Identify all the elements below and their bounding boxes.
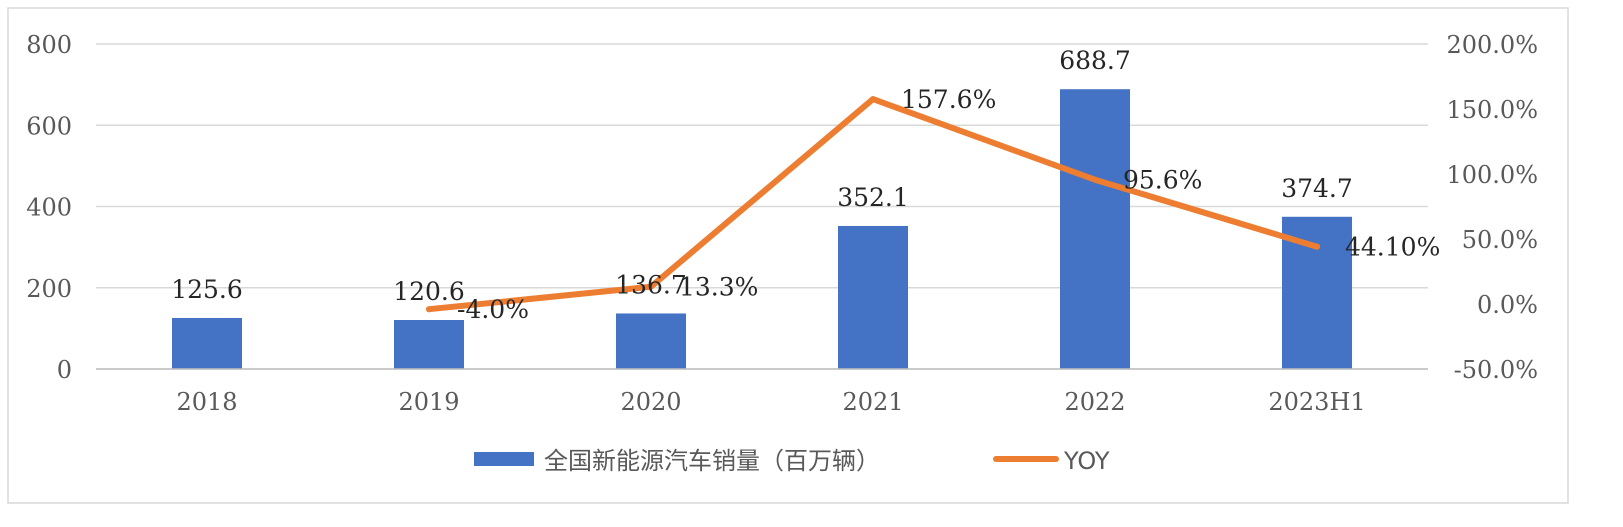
yoy-value-label: 44.10% [1345,233,1440,262]
x-tick-label: 2018 [176,388,237,416]
yoy-point-2020 [648,283,654,290]
x-tick-label: 2021 [842,388,903,416]
y-tick-label: 400 [26,194,72,222]
y-tick-label: 600 [26,112,72,140]
x-tick-label: 2020 [620,388,681,416]
yoy-point-2023H1 [1314,243,1320,250]
bar-value-label: 125.6 [171,275,243,304]
y-tick-label: 800 [26,31,72,59]
bar-value-label: 136.7 [615,270,687,299]
bar-2019 [394,320,464,369]
x-tick-label: 2019 [398,388,459,416]
yoy-value-label: 13.3% [679,273,758,302]
bar-value-label: 688.7 [1059,46,1131,75]
x-tick-label: 2022 [1064,388,1125,416]
bar-value-label: 374.7 [1281,174,1353,203]
y2-tick-label: -50.0% [1454,356,1538,384]
legend-swatch-sales [474,452,534,466]
bar-2020 [616,313,686,369]
y2-tick-label: 150.0% [1446,96,1538,124]
bar-value-label: 120.6 [393,277,465,306]
yoy-point-2022 [1092,176,1098,183]
yoy-value-label: 157.6% [901,85,996,114]
bar-value-label: 352.1 [837,183,909,212]
y2-tick-label: 0.0% [1477,291,1538,319]
legend-label-yoy: YOY [1063,447,1110,475]
legend: 全国新能源汽车销量（百万辆） YOY [474,447,1110,475]
bar-2018 [172,317,242,369]
y2-tick-label: 100.0% [1446,161,1538,189]
bar-2022 [1060,89,1130,369]
axes: 0 200 400 600 800 -50.0% 0.0% 50.0% 100.0% 150.0%… [26,31,1538,416]
yoy-point-2019 [426,306,432,313]
yoy-value-label: 95.6% [1123,166,1202,195]
yoy-value-label: -4.0% [457,295,529,324]
yoy-line-series [426,96,1320,313]
data-labels: 125.6 120.6 136.7 352.1 688.7 374.7 -4.0% 13.3%… [171,46,1440,324]
y-tick-label: 0 [57,356,72,384]
legend-label-sales: 全国新能源汽车销量（百万辆） [544,447,880,475]
x-tick-label: 2023H1 [1268,388,1365,416]
y2-tick-label: 200.0% [1446,31,1538,59]
yoy-point-2021 [870,96,876,103]
y-tick-label: 200 [26,275,72,303]
y2-tick-label: 50.0% [1462,226,1538,254]
bar-2021 [838,225,908,369]
